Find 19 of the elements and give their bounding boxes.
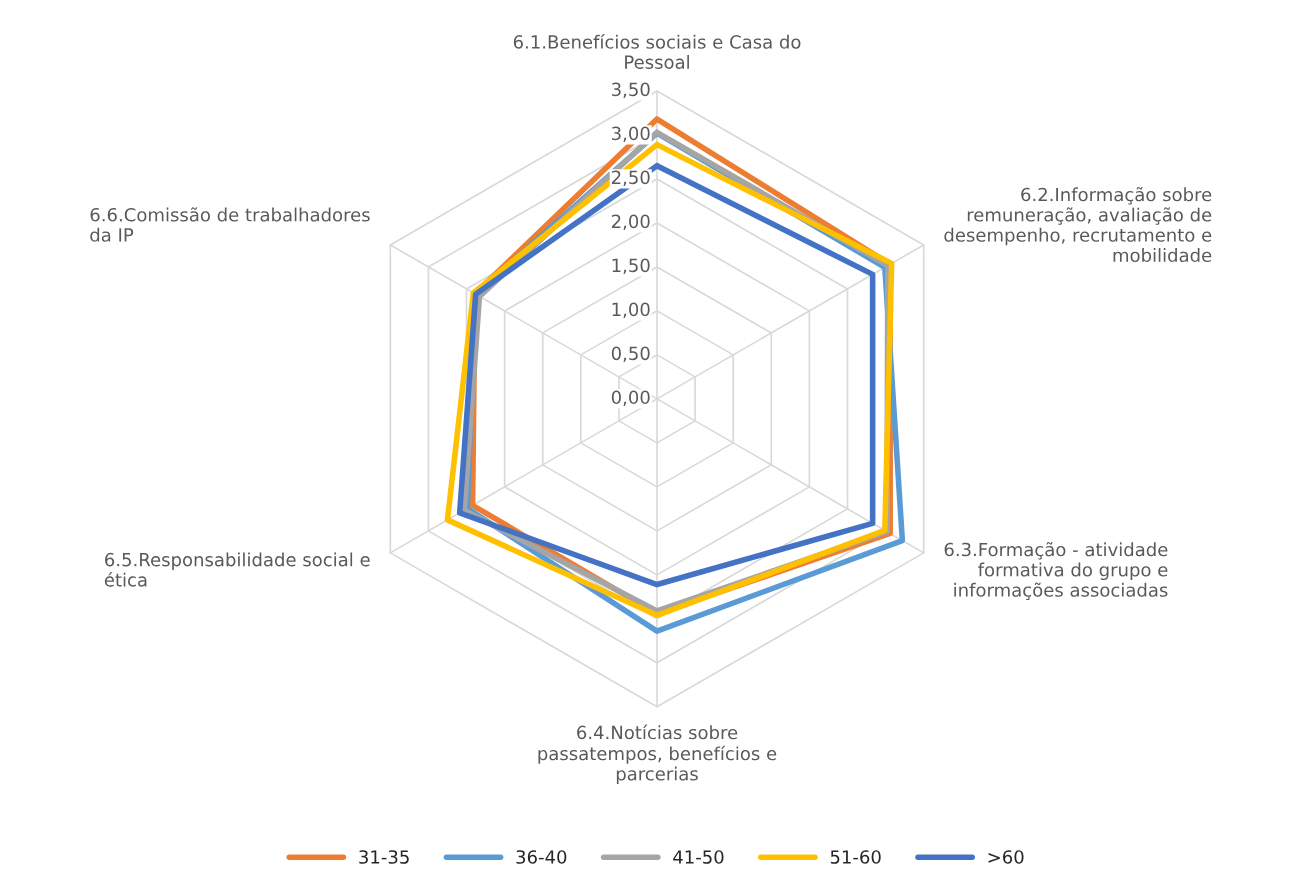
spoke-label: 6.4.Notícias sobre passatempos, benefícios e parcerias	[538, 724, 777, 785]
spoke-label: 6.5.Responsabilidade social e ética	[104, 552, 370, 587]
y-tick-label: 2,50	[611, 170, 650, 187]
spoke-label: 6.2.Informação sobre remuneração, avaliação de desempenho, recrutamento e mobilidade	[944, 187, 1212, 263]
y-tick-label: 1,00	[612, 302, 650, 318]
legend-label: 41-50	[673, 850, 724, 864]
y-tick-label: 3,50	[612, 82, 650, 99]
y-tick-label: 1,50	[612, 258, 650, 274]
y-tick-label: 0,00	[611, 390, 650, 406]
spoke-label: 6.1.Benefícios sociais e Casa do Pessoal	[513, 34, 801, 69]
spoke-label: 6.6.Comissão de trabalhadores da IP	[90, 207, 370, 242]
y-tick-label: 3,00	[612, 126, 650, 143]
legend-label: >60	[988, 850, 1024, 864]
legend-label: 36-40	[516, 850, 567, 864]
legend-label: 31-35	[359, 850, 409, 864]
legend-label: 51-60	[830, 850, 881, 864]
y-tick-label: 2,00	[611, 214, 650, 230]
y-tick-label: 0,50	[611, 346, 650, 362]
spoke-label: 6.3.Formação - atividade formativa do grupo e informações associadas	[944, 542, 1168, 601]
